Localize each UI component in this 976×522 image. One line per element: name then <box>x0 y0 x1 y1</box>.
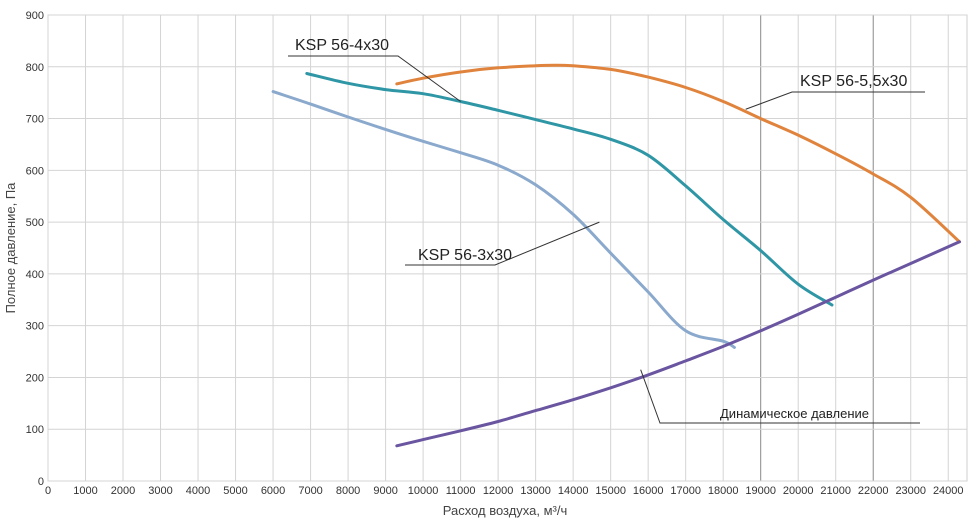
x-tick-label: 24000 <box>933 485 964 497</box>
x-tick-label: 12000 <box>483 485 514 497</box>
y-tick-label: 300 <box>26 321 44 333</box>
series-dynamic-pressure-line <box>395 240 961 448</box>
series-ksp-56-4x30-leader-line <box>288 55 461 102</box>
series-ksp-56-3x30-label: KSP 56-3x30 <box>418 247 512 264</box>
y-tick-label: 400 <box>26 269 44 281</box>
y-tick-label: 700 <box>26 114 44 126</box>
x-tick-label: 2000 <box>111 485 135 497</box>
series-dynamic-pressure-leader-line <box>640 369 920 424</box>
y-tick-label: 900 <box>26 10 44 22</box>
series-lines <box>271 63 961 448</box>
x-tick-label: 20000 <box>783 485 814 497</box>
x-tick-label: 13000 <box>520 485 551 497</box>
x-axis-title: Расход воздуха, м³/ч <box>443 503 568 518</box>
series-ksp-56-5-5x30-line <box>395 63 961 244</box>
x-tick-label: 6000 <box>261 485 285 497</box>
x-tick-label: 0 <box>45 485 51 497</box>
series-ksp-56-3x30-leader-line <box>405 221 600 266</box>
series-ksp-56-5-5x30-leader-line <box>745 91 925 110</box>
x-tick-label: 18000 <box>708 485 739 497</box>
series-labels: KSP 56-3x30 KSP 56-4x30 KSP 56-5,5x30 Динам… <box>288 37 925 424</box>
x-tick-label: 7000 <box>298 485 322 497</box>
series-ksp-56-4x30-label: KSP 56-4x30 <box>295 37 389 54</box>
y-tick-label: 0 <box>38 476 44 488</box>
x-tick-label: 3000 <box>148 485 172 497</box>
x-tick-label: 14000 <box>558 485 589 497</box>
x-tick-label: 15000 <box>595 485 626 497</box>
x-tick-label: 4000 <box>186 485 210 497</box>
y-tick-label: 100 <box>26 424 44 436</box>
x-tick-label: 19000 <box>745 485 776 497</box>
x-tick-label: 23000 <box>895 485 926 497</box>
y-tick-label: 500 <box>26 217 44 229</box>
x-tick-label: 9000 <box>373 485 397 497</box>
x-tick-label: 22000 <box>858 485 889 497</box>
x-tick-label: 10000 <box>408 485 439 497</box>
x-tick-label: 8000 <box>336 485 360 497</box>
x-tick-label: 11000 <box>446 485 476 497</box>
y-tick-label: 200 <box>26 372 44 384</box>
series-ksp-56-5-5x30-label: KSP 56-5,5x30 <box>800 73 907 90</box>
series-dynamic-pressure-label: Динамическое давление <box>720 406 869 421</box>
y-tick-label: 600 <box>26 165 44 177</box>
grid-lines <box>47 14 968 482</box>
series-ksp-56-4x30-line <box>305 72 834 307</box>
x-tick-label: 16000 <box>633 485 664 497</box>
y-axis-tick-labels: 0 100 200 300 400 500 600 700 800 900 <box>26 10 44 488</box>
x-axis-tick-labels: 0 1000 2000 3000 4000 5000 6000 7000 8000 9000 100… <box>45 485 964 497</box>
y-axis-title: Полное давление, Па <box>3 182 18 314</box>
series-ksp-56-3x30-line <box>271 90 736 349</box>
x-tick-label: 21000 <box>820 485 851 497</box>
x-tick-label: 5000 <box>223 485 247 497</box>
y-tick-label: 800 <box>26 62 44 74</box>
x-tick-label: 17000 <box>670 485 701 497</box>
x-tick-label: 1000 <box>73 485 97 497</box>
